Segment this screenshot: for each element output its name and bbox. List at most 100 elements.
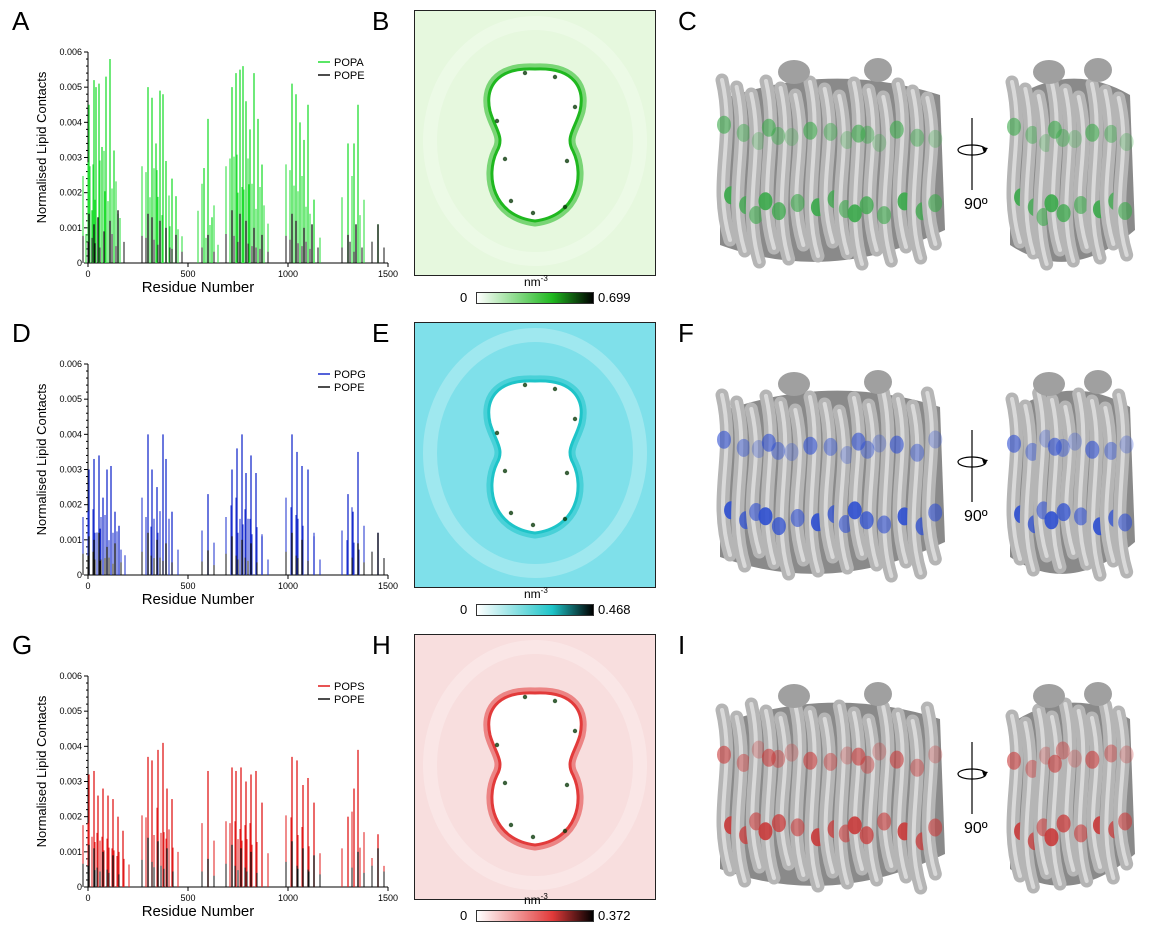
strand-highlight — [1010, 397, 1022, 561]
y-tick-label: 0.005 — [59, 82, 82, 92]
y-tick-label: 0.001 — [59, 847, 82, 857]
strand-highlight — [1076, 392, 1089, 566]
panel-letter-e: E — [372, 318, 390, 348]
y-tick-label: 0.006 — [59, 47, 82, 57]
strand-highlight — [778, 716, 791, 866]
protein-void — [487, 67, 583, 223]
strand-highlight — [808, 710, 820, 888]
colorbar-popg: 0 nm-3 0.468 — [460, 586, 660, 624]
density-hotspot — [508, 198, 514, 204]
strand-highlight — [896, 712, 908, 879]
lipid-contact-patch — [872, 742, 887, 761]
x-tick-label: 500 — [180, 269, 195, 279]
protein-body — [1005, 58, 1135, 271]
lipid-contact-patch — [790, 818, 805, 837]
panel-letter-c: C — [678, 6, 697, 36]
rotation-arrowhead — [982, 459, 988, 465]
x-tick-label: 0 — [85, 269, 90, 279]
colorbar-gradient — [476, 292, 594, 304]
contacts-chart-popa: 0 0.001 0.002 0.003 0.004 0.005 0.006 0 500 1000 1… — [34, 47, 398, 296]
y-tick-label: 0.004 — [59, 117, 82, 127]
density-hotspot — [564, 470, 570, 476]
lipid-contact-patch — [860, 440, 875, 459]
density-map-pops — [414, 634, 656, 900]
strand-highlight — [778, 401, 791, 576]
lipid-contact-patch — [784, 128, 799, 146]
lipid-contact-patch — [790, 509, 805, 527]
colorbar-max-label: 0.468 — [598, 602, 631, 617]
strand-highlight — [852, 711, 864, 871]
density-hotspot — [552, 698, 558, 704]
strand-highlight — [764, 709, 776, 880]
strand-highlight — [896, 397, 908, 564]
lipid-contact-patch — [1119, 745, 1134, 764]
lipid-contact-patch — [1047, 437, 1062, 456]
colorbar-unit-label: nm-3 — [524, 586, 548, 601]
loop — [778, 60, 810, 84]
legend-label: POPE — [334, 70, 365, 82]
density-svg — [423, 640, 647, 890]
strand-highlight — [1103, 703, 1116, 880]
panel-letter-i: I — [678, 630, 686, 660]
y-tick-label: 0.006 — [59, 671, 82, 681]
lipid-contact-patch — [736, 753, 751, 772]
colorbar-max-label: 0.699 — [598, 290, 631, 305]
lipid-contact-patch — [1047, 120, 1062, 139]
protein-body — [1005, 370, 1135, 582]
lipid-contact-patch — [889, 750, 904, 769]
density-hotspot — [552, 386, 558, 392]
colorbar-popa: 0 nm-3 0.699 — [460, 274, 660, 312]
contacts-chart-pops: 0 0.001 0.002 0.003 0.004 0.005 0.006 0 500 1000 1… — [34, 671, 398, 920]
lipid-contact-patch — [1085, 750, 1100, 769]
strand-highlight — [1036, 391, 1049, 558]
loop — [1033, 372, 1065, 396]
colorbar-min-label: 0 — [460, 908, 468, 923]
strand-highlight — [910, 404, 923, 575]
density-svg — [423, 16, 647, 266]
protein-structure-popa — [715, 58, 1135, 271]
lipid-contact-patch — [1055, 741, 1070, 760]
density-hotspot — [494, 118, 500, 124]
y-tick-label: 0.001 — [59, 535, 82, 545]
density-hotspot — [530, 522, 536, 528]
strand-highlight — [925, 706, 938, 876]
strand-highlight — [720, 393, 732, 557]
density-hotspot — [552, 74, 558, 80]
lipid-contact-patch — [910, 758, 925, 777]
strand-highlight — [764, 394, 776, 565]
strand-highlight — [720, 708, 732, 872]
x-tick-label: 500 — [180, 581, 195, 591]
lipid-contact-patch — [928, 129, 943, 148]
lipid-contact-patch — [758, 822, 773, 841]
x-tick-label: 0 — [85, 893, 90, 903]
lipid-contact-patch — [1007, 117, 1021, 136]
panel-letter-d: D — [12, 318, 31, 348]
y-tick-label: 0.001 — [59, 223, 82, 233]
density-hotspot — [508, 510, 514, 516]
loop — [1084, 58, 1112, 82]
lipid-contact-patch — [851, 747, 866, 766]
lipid-contact-patch — [784, 743, 799, 762]
panel-letter-f: F — [678, 318, 694, 348]
lipid-contact-patch — [889, 120, 904, 139]
density-hotspot — [494, 430, 500, 436]
x-tick-label: 500 — [180, 893, 195, 903]
density-hotspot — [564, 782, 570, 788]
density-hotspot — [494, 742, 500, 748]
density-hotspot — [522, 382, 528, 388]
colorbar-max-label: 0.372 — [598, 908, 631, 923]
rotation-label: 90º — [964, 196, 988, 213]
loop — [1033, 60, 1065, 84]
rotation-arrowhead — [982, 771, 988, 777]
x-axis-label: Residue Number — [142, 591, 255, 608]
x-tick-label: 1000 — [278, 269, 298, 279]
lipid-contact-patch — [1044, 194, 1059, 213]
density-hotspot — [572, 104, 578, 110]
lipid-contact-patch — [1055, 438, 1070, 457]
lipid-contact-patch — [1085, 123, 1100, 142]
y-tick-label: 0 — [77, 882, 82, 892]
lipid-contact-patch — [859, 511, 874, 530]
density-hotspot — [562, 516, 568, 522]
legend-label: POPE — [334, 694, 365, 706]
loop — [1084, 370, 1112, 394]
